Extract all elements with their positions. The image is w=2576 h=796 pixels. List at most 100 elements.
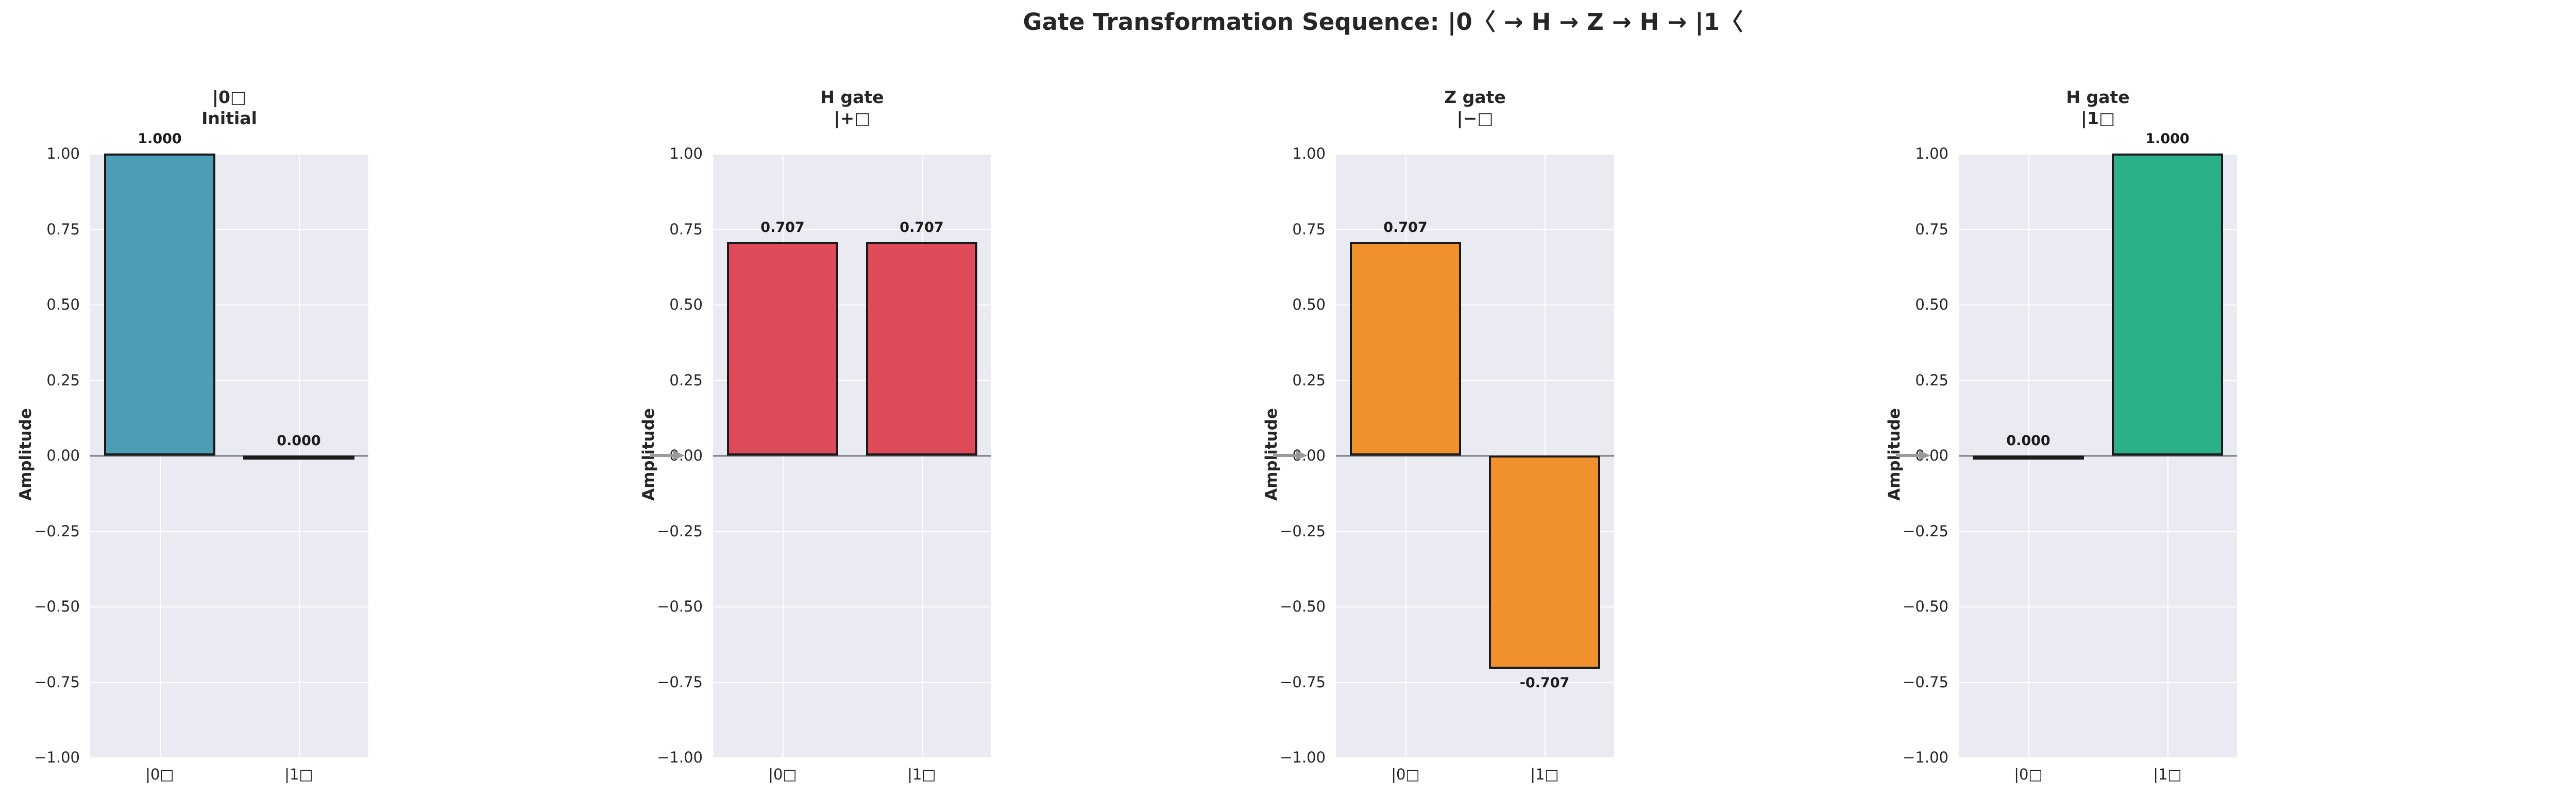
y-tick-label: 0.50 <box>1915 296 1948 313</box>
gridline-h <box>713 154 991 155</box>
subplot-title-4: H gate |1□ <box>1959 87 2237 129</box>
y-tick-label: 0.75 <box>1915 220 1948 238</box>
y-tick-label: 0.75 <box>669 220 703 238</box>
y-tick-label: −0.25 <box>34 522 80 540</box>
zero-line <box>90 455 368 456</box>
y-tick-label: 0.75 <box>46 220 80 238</box>
bar <box>1350 242 1461 455</box>
subplot-title-line1: H gate <box>2066 87 2130 107</box>
y-tick-label: −0.50 <box>1280 598 1326 615</box>
x-tick-label: |1□ <box>284 766 313 783</box>
gridline-h <box>1336 380 1614 381</box>
y-tick-label: −0.25 <box>1903 522 1948 540</box>
x-tick-label: |0□ <box>145 766 174 783</box>
y-tick-label: −0.50 <box>657 598 703 615</box>
y-tick-label: −1.00 <box>657 749 703 766</box>
gridline-h <box>90 682 368 683</box>
bar <box>727 242 838 455</box>
subplot-3: Z gate |−□ Amplitude 0.707 -0.707 1.00 0.75 0.5… <box>1246 0 1614 796</box>
gridline-h <box>1336 682 1614 683</box>
gridline-h <box>713 229 991 230</box>
bar-value-label: 1.000 <box>2145 131 2190 147</box>
y-tick-label: −0.25 <box>657 522 703 540</box>
subplot-title-line2: |1□ <box>2080 108 2115 128</box>
subplot-title-line2: |−□ <box>1456 108 1494 128</box>
bar <box>2112 154 2223 455</box>
x-tick-label: |1□ <box>1530 766 1559 783</box>
x-tick-label: |1□ <box>907 766 936 783</box>
bar <box>104 154 215 455</box>
gridline-h <box>1336 531 1614 532</box>
subplot-title-line2: |+□ <box>834 108 871 128</box>
subplot-title-line1: |0□ <box>212 87 247 107</box>
y-tick-label: 0.50 <box>46 296 80 313</box>
y-tick-label: −1.00 <box>1903 749 1948 766</box>
subplot-title-line1: H gate <box>820 87 884 107</box>
y-tick-label: 0.00 <box>46 447 80 464</box>
y-tick-label: −0.75 <box>657 673 703 691</box>
gridline-h <box>1959 229 2237 230</box>
gridline-h <box>1959 304 2237 306</box>
arrow-right-icon <box>1896 449 1931 462</box>
plot-area-1 <box>90 154 368 758</box>
gridline-h <box>1959 380 2237 381</box>
bar-value-label: -0.707 <box>1519 675 1570 691</box>
bar <box>243 455 354 460</box>
gridline-h <box>90 380 368 381</box>
subplot-title-line1: Z gate <box>1444 87 1506 107</box>
bar-value-label: 0.000 <box>2006 433 2050 449</box>
gridline-h <box>713 682 991 683</box>
gridline-h <box>90 304 368 306</box>
y-tick-label: 0.75 <box>1292 220 1326 238</box>
y-tick-label: −0.75 <box>1903 673 1948 691</box>
figure-suptitle: Gate Transformation Sequence: |0〈 → H → … <box>1023 8 1743 36</box>
y-tick-label: −0.50 <box>34 598 80 615</box>
y-tick-label: 1.00 <box>46 145 80 162</box>
plot-area-2 <box>713 154 991 758</box>
subplot-2: H gate |+□ Amplitude 0.707 0.707 1.00 0.75 0.50… <box>623 0 991 796</box>
gridline-h <box>713 380 991 381</box>
zero-line <box>713 455 991 456</box>
y-tick-label: 1.00 <box>1292 145 1326 162</box>
y-tick-label: 0.50 <box>669 296 703 313</box>
bar-value-label: 0.707 <box>1383 219 1428 235</box>
gridline-h <box>1959 154 2237 155</box>
x-tick-label: |0□ <box>768 766 797 783</box>
subplot-4: H gate |1□ Amplitude 0.000 1.000 1.00 0.75 0.50… <box>1869 0 2237 796</box>
plot-area-4 <box>1959 154 2237 758</box>
y-tick-label: −1.00 <box>1280 749 1326 766</box>
bar-value-label: 0.000 <box>277 433 321 449</box>
y-tick-label: 1.00 <box>669 145 703 162</box>
gridline-h <box>1336 757 1614 758</box>
gridline-h <box>1336 304 1614 306</box>
gridline-h <box>713 304 991 306</box>
y-tick-label: −1.00 <box>34 749 80 766</box>
gridline-h <box>90 606 368 607</box>
gridline-h <box>713 606 991 607</box>
y-tick-label: −0.75 <box>34 673 80 691</box>
gridline-h <box>1336 229 1614 230</box>
bar <box>1973 455 2084 460</box>
gridline-h <box>713 757 991 758</box>
x-tick-label: |0□ <box>1391 766 1420 783</box>
subplot-title-1: |0□ Initial <box>90 87 368 129</box>
gridline-h <box>1336 154 1614 155</box>
arrow-right-icon <box>650 449 685 462</box>
subplot-1: |0□ Initial Amplitude 1.000 0.000 1.00 0.75 0.5… <box>0 0 368 796</box>
plot-area-3 <box>1336 154 1614 758</box>
gridline-h <box>1959 757 2237 758</box>
subplot-title-line2: Initial <box>201 108 257 128</box>
y-tick-label: 0.25 <box>1915 371 1948 389</box>
subplot-title-2: H gate |+□ <box>713 87 991 129</box>
bar <box>866 242 977 455</box>
y-tick-label: 0.25 <box>1292 371 1326 389</box>
gridline-h <box>90 531 368 532</box>
y-tick-label: 0.50 <box>1292 296 1326 313</box>
gridline-h <box>90 154 368 155</box>
gridline-h <box>713 531 991 532</box>
x-tick-label: |0□ <box>2014 766 2043 783</box>
gridline-h <box>90 757 368 758</box>
x-tick-label: |1□ <box>2153 766 2182 783</box>
bar-value-label: 0.707 <box>900 219 944 235</box>
